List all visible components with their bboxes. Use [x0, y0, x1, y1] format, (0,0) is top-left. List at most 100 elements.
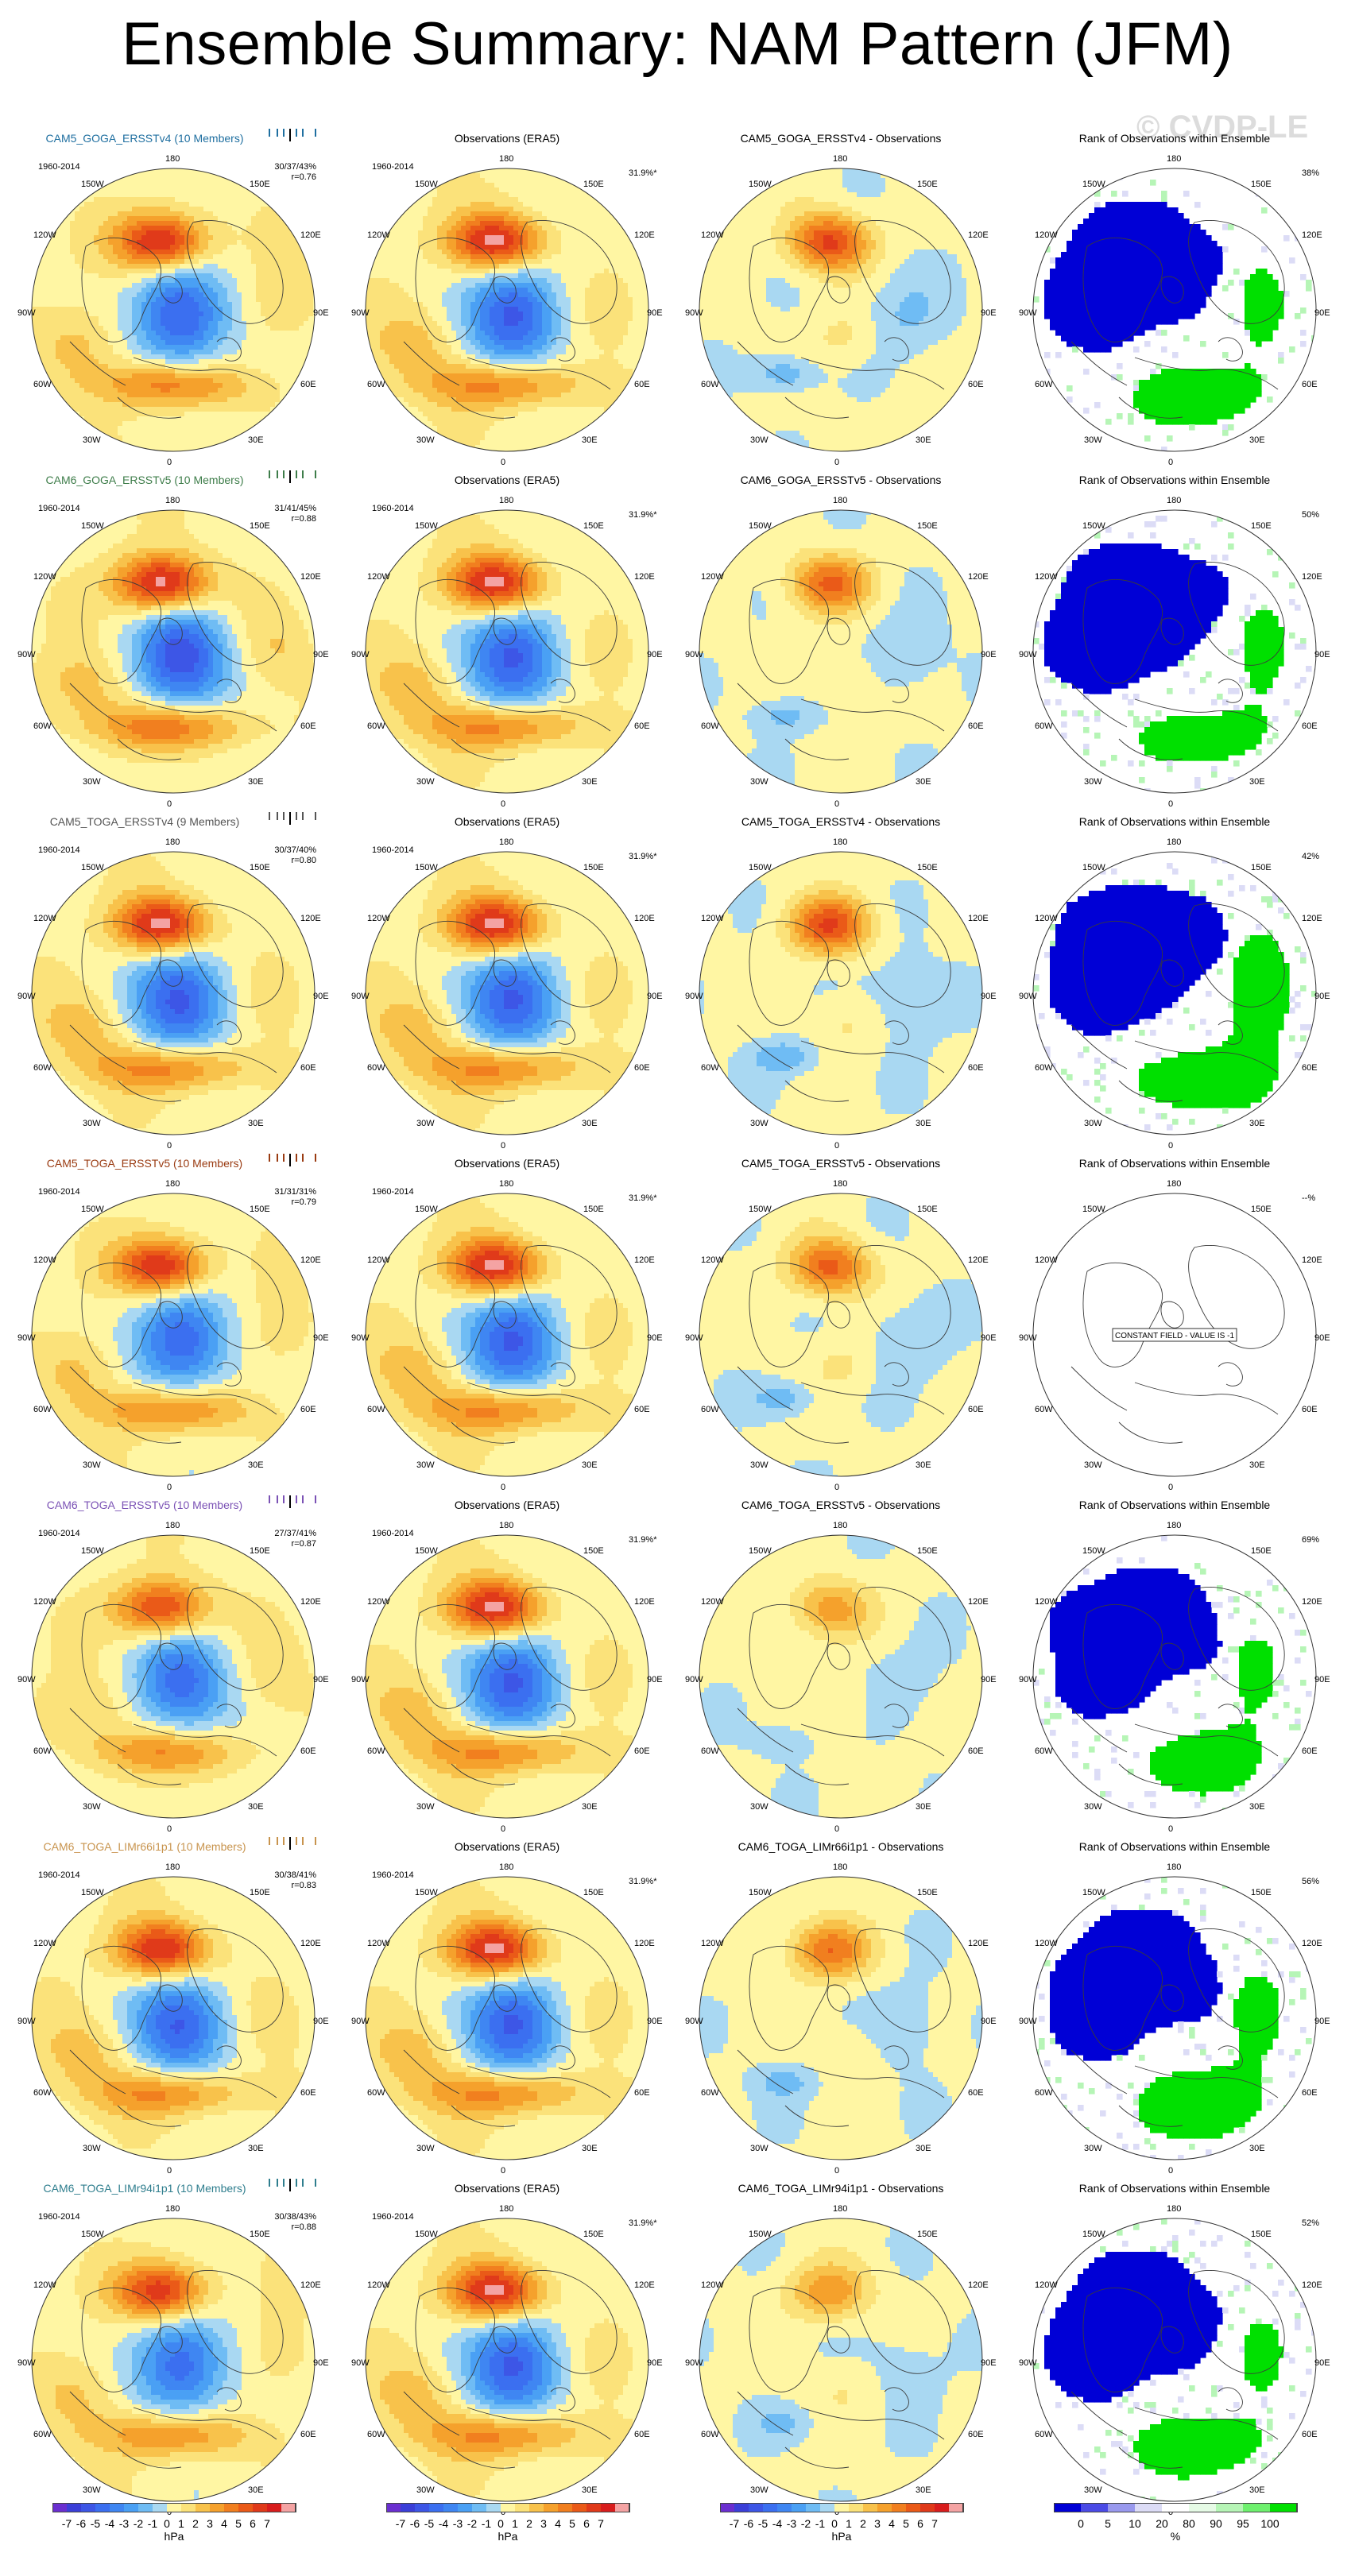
contour-cell	[614, 249, 619, 255]
contour-cell	[304, 307, 309, 312]
contour-cell	[175, 269, 180, 274]
contour-cell	[137, 345, 142, 350]
contour-cell	[251, 302, 257, 307]
contour-cell	[223, 407, 228, 412]
contour-cell	[213, 416, 219, 422]
contour-cell	[518, 335, 524, 341]
contour-cell	[256, 297, 261, 303]
contour-cell	[423, 350, 428, 355]
contour-cell	[170, 331, 176, 336]
contour-cell	[275, 235, 281, 241]
contour-cell	[552, 288, 557, 293]
contour-cell	[165, 335, 171, 341]
contour-cell	[604, 278, 610, 284]
contour-cell	[213, 226, 219, 231]
contour-cell	[485, 240, 490, 246]
contour-cell	[513, 254, 519, 260]
contour-cell	[213, 245, 219, 250]
contour-cell	[146, 183, 152, 188]
contour-cell	[137, 402, 142, 408]
contour-cell	[428, 211, 433, 217]
contour-cell	[585, 254, 590, 260]
contour-cell	[161, 407, 166, 412]
contour-cell	[51, 350, 56, 355]
contour-cell	[475, 202, 481, 207]
contour-cell	[509, 226, 514, 231]
contour-cell	[408, 259, 414, 265]
contour-cell	[146, 273, 152, 279]
contour-cell	[108, 240, 114, 246]
contour-cell	[175, 202, 180, 207]
contour-cell	[537, 226, 543, 231]
contour-cell	[184, 435, 190, 441]
contour-cell	[480, 288, 486, 293]
contour-cell	[189, 326, 195, 331]
contour-cell	[594, 249, 600, 255]
contour-cell	[575, 264, 581, 269]
contour-cell	[442, 335, 447, 341]
contour-cell	[141, 249, 147, 255]
contour-cell	[389, 321, 395, 327]
contour-cell	[132, 259, 137, 265]
contour-cell	[451, 259, 457, 265]
contour-cell	[213, 273, 219, 279]
contour-cell	[437, 302, 443, 307]
contour-cell	[127, 292, 133, 298]
contour-cell	[265, 211, 271, 217]
contour-cell	[470, 311, 476, 317]
contour-cell	[614, 264, 619, 269]
contour-cell	[118, 292, 123, 298]
contour-cell	[299, 335, 304, 341]
contour-cell	[499, 283, 505, 288]
contour-cell	[575, 335, 581, 341]
contour-cell	[65, 388, 71, 393]
contour-cell	[408, 230, 414, 236]
contour-cell	[585, 202, 590, 207]
contour-cell	[575, 288, 581, 293]
contour-cell	[509, 211, 514, 217]
contour-cell	[385, 254, 390, 260]
contour-cell	[571, 197, 576, 203]
contour-cell	[108, 211, 114, 217]
contour-cell	[94, 331, 99, 336]
contour-cell	[571, 216, 576, 222]
contour-cell	[218, 254, 223, 260]
contour-cell	[580, 264, 586, 269]
contour-cell	[285, 345, 290, 350]
contour-cell	[494, 230, 500, 236]
contour-cell	[494, 207, 500, 212]
contour-cell	[542, 245, 548, 250]
contour-cell	[304, 302, 309, 307]
contour-cell	[261, 307, 266, 312]
contour-cell	[475, 249, 481, 255]
contour-cell	[84, 283, 90, 288]
contour-cell	[561, 288, 567, 293]
contour-cell	[218, 350, 223, 355]
contour-cell	[218, 388, 223, 393]
contour-cell	[180, 197, 185, 203]
contour-cell	[609, 230, 614, 236]
contour-cell	[504, 202, 509, 207]
contour-cell	[232, 278, 238, 284]
contour-cell	[113, 188, 118, 193]
contour-cell	[122, 226, 128, 231]
contour-cell	[575, 302, 581, 307]
contour-cell	[127, 221, 133, 226]
contour-cell	[51, 245, 56, 250]
contour-cell	[614, 326, 619, 331]
contour-cell	[523, 307, 528, 312]
contour-cell	[218, 393, 223, 398]
contour-cell	[132, 283, 137, 288]
contour-cell	[442, 226, 447, 231]
contour-cell	[127, 388, 133, 393]
contour-cell	[161, 397, 166, 403]
contour-cell	[609, 273, 614, 279]
contour-cell	[618, 350, 624, 355]
contour-cell	[437, 202, 443, 207]
contour-cell	[146, 435, 152, 441]
contour-cell	[223, 245, 228, 250]
contour-cell	[223, 397, 228, 403]
contour-cell	[213, 188, 219, 193]
contour-cell	[575, 259, 581, 265]
contour-cell	[566, 211, 571, 217]
